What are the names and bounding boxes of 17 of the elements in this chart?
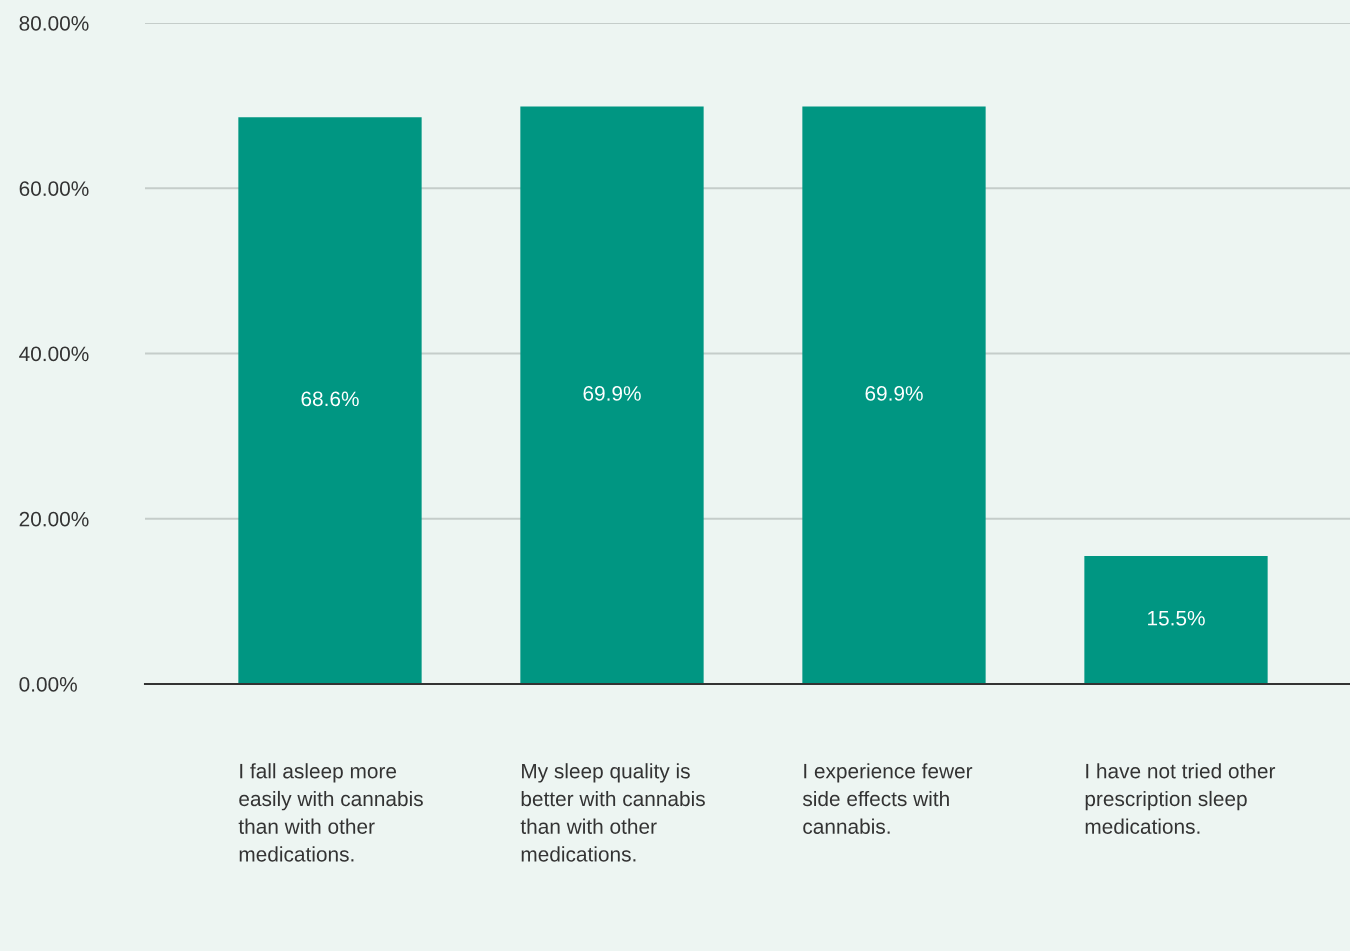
x-tick-label: I have not tried other prescription sleep medications. bbox=[1085, 763, 1276, 834]
y-tick-label: 60.00% bbox=[19, 181, 89, 196]
y-tick-label: 80.00% bbox=[19, 16, 89, 31]
y-tick-label: 40.00% bbox=[19, 346, 89, 362]
bar bbox=[520, 106, 704, 684]
data-label: 68.6% bbox=[301, 391, 359, 407]
data-label: 69.9% bbox=[865, 386, 923, 401]
y-tick-label: 0.00% bbox=[19, 677, 77, 692]
bar bbox=[802, 106, 986, 684]
x-tick-label: I fall asleep more easily with cannabis than with other medications. bbox=[238, 763, 423, 862]
x-tick-label: I experience fewer side effects with cannabis. bbox=[802, 763, 973, 834]
bar bbox=[1084, 555, 1268, 684]
x-tick-label: My sleep quality is better with cannabis than with other medications. bbox=[520, 763, 705, 862]
bar bbox=[238, 117, 422, 684]
y-tick-label: 20.00% bbox=[19, 511, 89, 527]
data-label: 69.9% bbox=[583, 386, 641, 401]
data-label: 15.5% bbox=[1148, 610, 1205, 626]
